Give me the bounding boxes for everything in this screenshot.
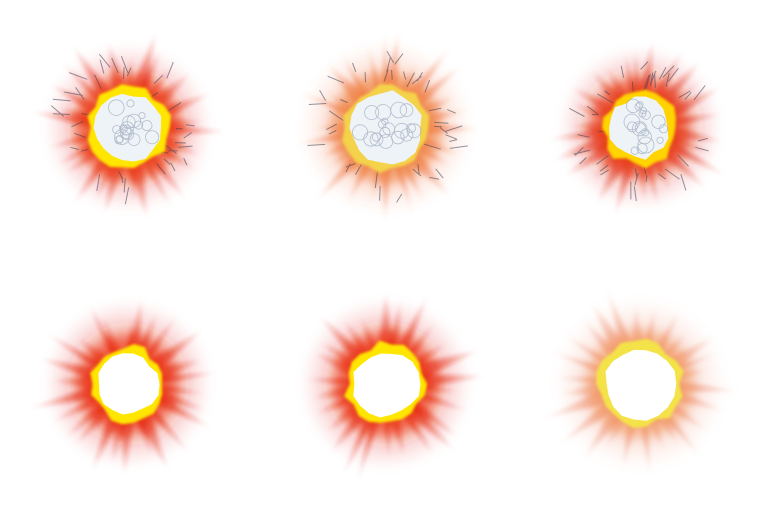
- explosion-frame-6: [542, 287, 742, 477]
- core-texture: [623, 98, 669, 155]
- white-core: [353, 353, 421, 418]
- core-texture: [352, 101, 422, 149]
- explosion-frame-2: [295, 30, 482, 224]
- crackle-texture: [568, 61, 709, 202]
- explosion-frame-3: [547, 39, 727, 218]
- white-core: [98, 353, 160, 415]
- white-core: [605, 349, 677, 421]
- explosion-frame-4: [28, 297, 221, 477]
- core-texture: [108, 99, 160, 146]
- crackle-texture: [50, 53, 195, 205]
- crackle-texture: [307, 51, 468, 203]
- explosion-frame-5: [301, 291, 486, 484]
- explosion-frame-1: [29, 30, 229, 220]
